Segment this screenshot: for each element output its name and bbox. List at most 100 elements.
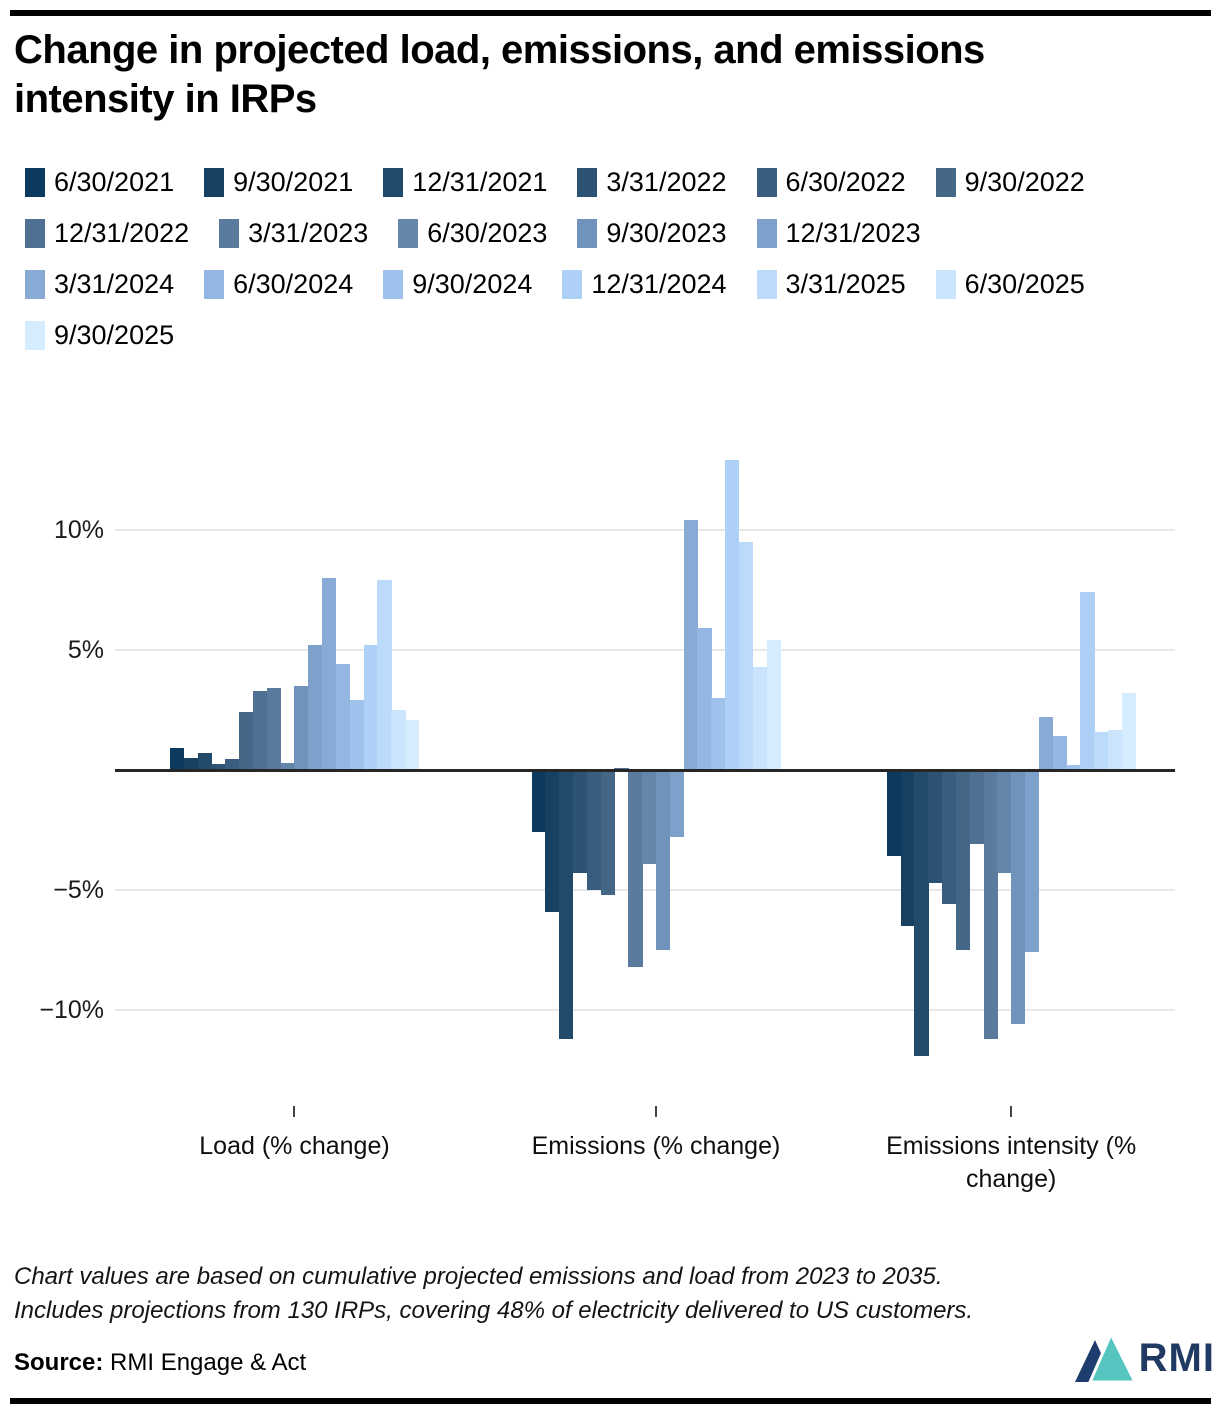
legend-item-6-30-2023: 6/30/2023 bbox=[398, 218, 547, 249]
bar-9-30-2021-cat3 bbox=[900, 770, 915, 926]
chart-title: Change in projected load, emissions, and… bbox=[14, 28, 985, 121]
bar-9-30-2024-cat1 bbox=[349, 700, 365, 770]
category-label-3: Emissions intensity (% change) bbox=[886, 1132, 1137, 1193]
legend-label: 9/30/2024 bbox=[412, 268, 533, 299]
legend-swatch-icon bbox=[383, 167, 404, 197]
legend-row-4: 9/30/2025 bbox=[25, 320, 1215, 350]
legend-item-6-30-2021: 6/30/2021 bbox=[25, 167, 174, 198]
legend-swatch-icon bbox=[204, 269, 225, 299]
legend-swatch-icon bbox=[398, 218, 419, 248]
bar-9-30-2021-cat1 bbox=[183, 758, 199, 770]
legend-row-3: 3/31/2024 6/30/2024 9/30/2024 12/31/2024 3/3… bbox=[25, 269, 1215, 299]
bar-6-30-2024-cat1 bbox=[335, 664, 351, 770]
legend-label: 9/30/2023 bbox=[606, 217, 727, 248]
legend-swatch-icon bbox=[383, 269, 404, 299]
bar-6-30-2022-cat1 bbox=[225, 759, 240, 770]
x-tick-1 bbox=[293, 1106, 296, 1117]
legend-item-9-30-2022: 9/30/2022 bbox=[935, 166, 1085, 198]
rmi-logo-text: RMI bbox=[1138, 1336, 1215, 1380]
bar-9-30-2023-cat3 bbox=[1011, 770, 1026, 1025]
legend: 6/30/2021 9/30/2021 12/31/2021 3/31/2022 6/3… bbox=[25, 167, 1215, 371]
bar-12-31-2021-cat2 bbox=[559, 770, 574, 1039]
x-tick-2 bbox=[654, 1106, 657, 1117]
bar-12-31-2023-cat3 bbox=[1025, 770, 1040, 953]
legend-swatch-icon bbox=[935, 167, 956, 197]
bar-3-31-2025-cat1 bbox=[377, 580, 392, 770]
legend-item-6-30-2022: 6/30/2022 bbox=[756, 166, 906, 198]
bar-12-31-2021-cat1 bbox=[197, 753, 212, 770]
y-axis-label-−10%: −10% bbox=[39, 996, 104, 1024]
legend-swatch-icon bbox=[562, 269, 583, 299]
legend-swatch-icon bbox=[204, 167, 225, 197]
legend-item-6-30-2025: 6/30/2025 bbox=[935, 268, 1085, 300]
legend-label: 6/30/2022 bbox=[785, 166, 906, 197]
legend-swatch-icon bbox=[25, 218, 45, 248]
bar-6-30-2025-cat1 bbox=[391, 710, 406, 770]
legend-item-12-31-2021: 12/31/2021 bbox=[383, 167, 547, 198]
bar-9-30-2024-cat3 bbox=[1066, 765, 1081, 770]
legend-swatch-icon bbox=[25, 320, 45, 350]
gridline-−10% bbox=[115, 1009, 1175, 1011]
bar-3-31-2024-cat3 bbox=[1038, 717, 1054, 770]
bar-3-31-2025-cat3 bbox=[1094, 731, 1109, 770]
bar-3-31-2022-cat3 bbox=[928, 770, 943, 883]
legend-swatch-icon bbox=[756, 269, 777, 299]
bottom-divider bbox=[10, 1398, 1211, 1404]
legend-label: 6/30/2021 bbox=[54, 166, 175, 197]
legend-label: 6/30/2024 bbox=[233, 268, 354, 299]
legend-item-12-31-2022: 12/31/2022 bbox=[25, 218, 189, 249]
legend-item-6-30-2024: 6/30/2024 bbox=[204, 269, 353, 300]
legend-item-3-31-2023: 3/31/2023 bbox=[219, 218, 368, 249]
bar-12-31-2024-cat2 bbox=[725, 460, 740, 770]
bar-12-31-2022-cat1 bbox=[252, 690, 268, 770]
footnotes: Chart values are based on cumulative pro… bbox=[14, 1260, 1114, 1328]
bar-6-30-2022-cat3 bbox=[942, 770, 957, 905]
legend-row-2: 12/31/2022 3/31/2023 6/30/2023 9/30/2023 12/… bbox=[25, 218, 1215, 248]
bar-6-30-2024-cat2 bbox=[697, 628, 712, 770]
legend-swatch-icon bbox=[577, 167, 598, 197]
bar-3-31-2023-cat1 bbox=[266, 688, 282, 770]
legend-swatch-icon bbox=[25, 269, 45, 299]
bar-9-30-2022-cat3 bbox=[955, 770, 971, 950]
bar-12-31-2024-cat3 bbox=[1080, 592, 1095, 770]
legend-swatch-icon bbox=[25, 167, 45, 197]
legend-label: 3/31/2023 bbox=[248, 217, 369, 248]
bar-9-30-2025-cat1 bbox=[405, 719, 420, 770]
legend-row-1: 6/30/2021 9/30/2021 12/31/2021 3/31/2022 6/3… bbox=[25, 167, 1215, 197]
bar-9-30-2023-cat2 bbox=[655, 770, 671, 950]
bar-9-30-2022-cat2 bbox=[600, 770, 615, 895]
bar-6-30-2022-cat2 bbox=[586, 770, 602, 890]
y-axis-label-10%: 10% bbox=[53, 516, 104, 544]
top-divider bbox=[10, 10, 1211, 16]
legend-item-9-30-2023: 9/30/2023 bbox=[577, 217, 727, 249]
gridline-−5% bbox=[115, 889, 1175, 891]
legend-label: 9/30/2022 bbox=[964, 166, 1085, 197]
category-label-1: Load (% change) bbox=[199, 1132, 390, 1160]
legend-label: 3/31/2024 bbox=[54, 268, 175, 299]
legend-label: 9/30/2021 bbox=[233, 166, 354, 197]
bar-6-30-2023-cat1 bbox=[280, 762, 295, 770]
legend-label: 12/31/2022 bbox=[54, 217, 190, 248]
bar-3-31-2024-cat2 bbox=[683, 520, 698, 770]
legend-swatch-icon bbox=[756, 167, 777, 197]
bar-12-31-2023-cat2 bbox=[669, 770, 685, 838]
legend-swatch-icon bbox=[935, 269, 956, 299]
bar-3-31-2023-cat2 bbox=[628, 770, 643, 967]
bar-6-30-2021-cat1 bbox=[170, 748, 185, 770]
bar-3-31-2024-cat1 bbox=[322, 578, 337, 770]
bar-6-30-2025-cat3 bbox=[1107, 730, 1123, 770]
y-axis-label-5%: 5% bbox=[67, 636, 104, 664]
legend-swatch-icon bbox=[577, 218, 598, 248]
y-axis-label-−5%: −5% bbox=[53, 876, 104, 904]
legend-item-9-30-2024: 9/30/2024 bbox=[383, 269, 532, 300]
legend-swatch-icon bbox=[756, 218, 777, 248]
footnote-line-2: Includes projections from 130 IRPs, cove… bbox=[14, 1297, 974, 1324]
legend-item-12-31-2024: 12/31/2024 bbox=[562, 268, 727, 300]
legend-label: 12/31/2024 bbox=[591, 268, 727, 299]
legend-label: 6/30/2025 bbox=[964, 268, 1085, 299]
legend-item-3-31-2024: 3/31/2024 bbox=[25, 269, 174, 300]
legend-swatch-icon bbox=[219, 218, 240, 248]
legend-item-12-31-2023: 12/31/2023 bbox=[756, 218, 921, 249]
bar-6-30-2021-cat2 bbox=[531, 770, 546, 833]
bar-12-31-2024-cat1 bbox=[363, 645, 378, 770]
